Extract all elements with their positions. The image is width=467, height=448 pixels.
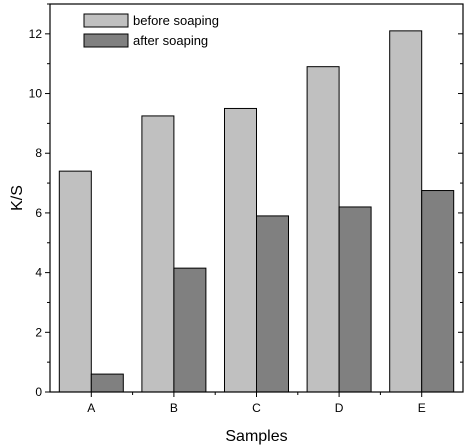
x-tick-label: D — [335, 401, 344, 415]
bar-e-before-soaping — [389, 30, 423, 393]
x-axis-title: Samples — [225, 428, 287, 445]
bar-c-before-soaping — [224, 107, 257, 393]
legend-label: after soaping — [133, 33, 208, 48]
x-tick-label: E — [418, 401, 426, 415]
y-axis-title: K/S — [9, 185, 26, 211]
bar-c-after-soaping — [256, 215, 289, 393]
bar-a-before-soaping — [58, 170, 92, 393]
x-tick-label: C — [252, 401, 261, 415]
x-axis-ticks: A B C D E — [87, 392, 426, 415]
x-tick-label: B — [170, 401, 178, 415]
bars-group — [58, 30, 455, 393]
legend-label: before soaping — [133, 13, 219, 28]
plot-frame — [49, 3, 464, 393]
y-tick-label: 4 — [35, 266, 42, 280]
y-tick-label: 10 — [29, 87, 43, 101]
y-tick-label: 6 — [35, 206, 42, 220]
legend-swatch-before-soaping — [83, 13, 129, 28]
bar-a-after-soaping — [90, 373, 124, 393]
y-tick-label: 2 — [35, 325, 42, 339]
bar-b-before-soaping — [141, 115, 175, 393]
bar-d-before-soaping — [306, 66, 340, 393]
bar-e-after-soaping — [421, 190, 455, 393]
bar-b-after-soaping — [173, 267, 207, 393]
bar-d-after-soaping — [338, 206, 372, 393]
y-tick-label: 0 — [35, 385, 42, 399]
legend: before soaping after soaping — [83, 13, 219, 48]
x-tick-label: A — [87, 401, 95, 415]
y-tick-label: 8 — [35, 146, 42, 160]
legend-swatch-after-soaping — [83, 33, 129, 48]
y-tick-label: 12 — [29, 27, 43, 41]
